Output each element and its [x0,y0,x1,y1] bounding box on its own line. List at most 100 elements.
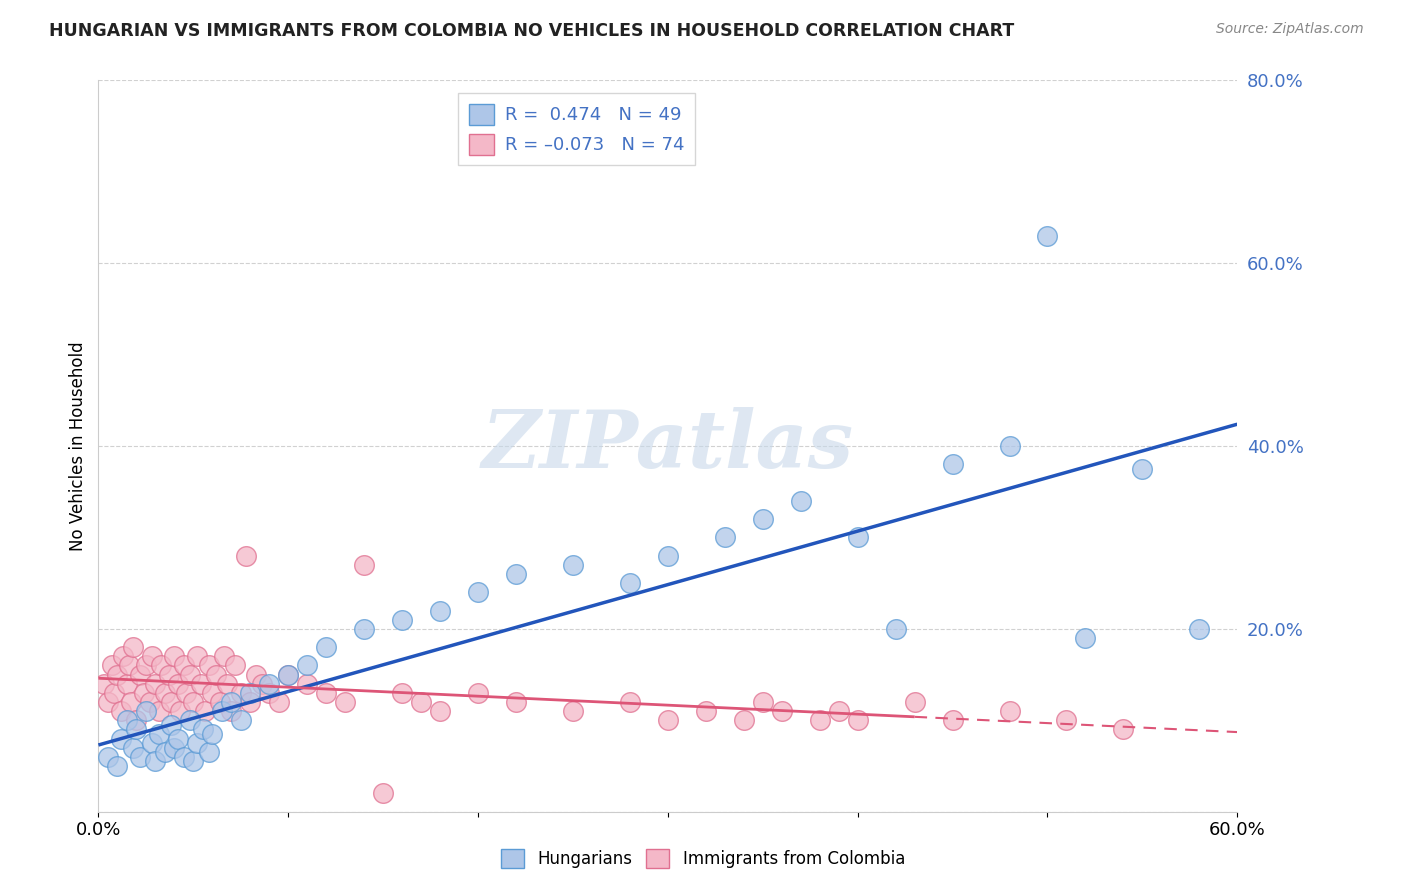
Point [770,704,793,718]
Point [1074,631,1097,645]
Point [100,658,122,673]
Point [205,667,228,681]
Point [179,667,201,681]
Point [179,714,201,728]
Point [315,640,337,655]
Point [277,667,299,681]
Point [942,714,965,728]
Text: ZIPatlas: ZIPatlas [482,408,853,484]
Point [998,704,1021,718]
Point [141,736,163,750]
Point [135,658,157,673]
Point [267,695,290,709]
Point [129,667,152,681]
Point [505,567,527,582]
Point [714,530,737,544]
Point [846,714,869,728]
Text: Source: ZipAtlas.com: Source: ZipAtlas.com [1216,22,1364,37]
Point [145,755,167,769]
Point [217,676,239,690]
Point [505,695,527,709]
Point [150,658,173,673]
Point [173,658,195,673]
Point [942,457,965,471]
Point [194,704,217,718]
Point [201,727,224,741]
Point [197,745,219,759]
Point [93,676,115,690]
Point [110,731,132,746]
Point [619,576,641,591]
Point [186,736,208,750]
Point [186,649,208,664]
Point [245,667,267,681]
Point [169,704,191,718]
Point [695,704,717,718]
Point [429,603,451,617]
Point [120,695,142,709]
Point [145,676,167,690]
Point [163,740,186,755]
Point [657,549,679,563]
Point [315,686,337,700]
Point [1112,723,1135,737]
Point [391,686,413,700]
Point [221,704,243,718]
Point [112,649,135,664]
Point [211,704,233,718]
Point [121,640,143,655]
Point [429,704,451,718]
Y-axis label: No Vehicles in Household: No Vehicles in Household [69,341,87,551]
Point [235,549,257,563]
Point [259,676,281,690]
Point [353,558,375,572]
Point [229,714,252,728]
Point [998,439,1021,453]
Point [97,695,120,709]
Point [157,667,180,681]
Point [201,686,224,700]
Point [159,718,181,732]
Point [183,755,205,769]
Point [562,704,585,718]
Point [229,686,252,700]
Point [129,749,152,764]
Point [159,695,181,709]
Point [132,686,155,700]
Point [103,686,125,700]
Point [97,749,120,764]
Point [828,704,851,718]
Point [125,714,148,728]
Point [148,727,170,741]
Point [619,695,641,709]
Point [173,749,195,764]
Point [138,695,160,709]
Legend: R =  0.474   N = 49, R = –0.073   N = 74: R = 0.474 N = 49, R = –0.073 N = 74 [458,93,696,165]
Point [125,723,148,737]
Point [904,695,927,709]
Point [1056,714,1078,728]
Point [197,658,219,673]
Point [1132,462,1154,476]
Point [297,676,319,690]
Point [167,676,190,690]
Point [1188,622,1211,636]
Point [808,714,831,728]
Point [259,686,281,700]
Point [191,723,214,737]
Point [208,695,231,709]
Point [190,676,212,690]
Point [790,494,813,508]
Point [148,704,170,718]
Point [224,658,246,673]
Point [163,649,186,664]
Point [411,695,433,709]
Point [141,649,163,664]
Point [183,695,205,709]
Point [752,512,775,526]
Point [1036,228,1059,243]
Point [467,686,489,700]
Point [239,686,262,700]
Point [467,585,489,599]
Point [752,695,775,709]
